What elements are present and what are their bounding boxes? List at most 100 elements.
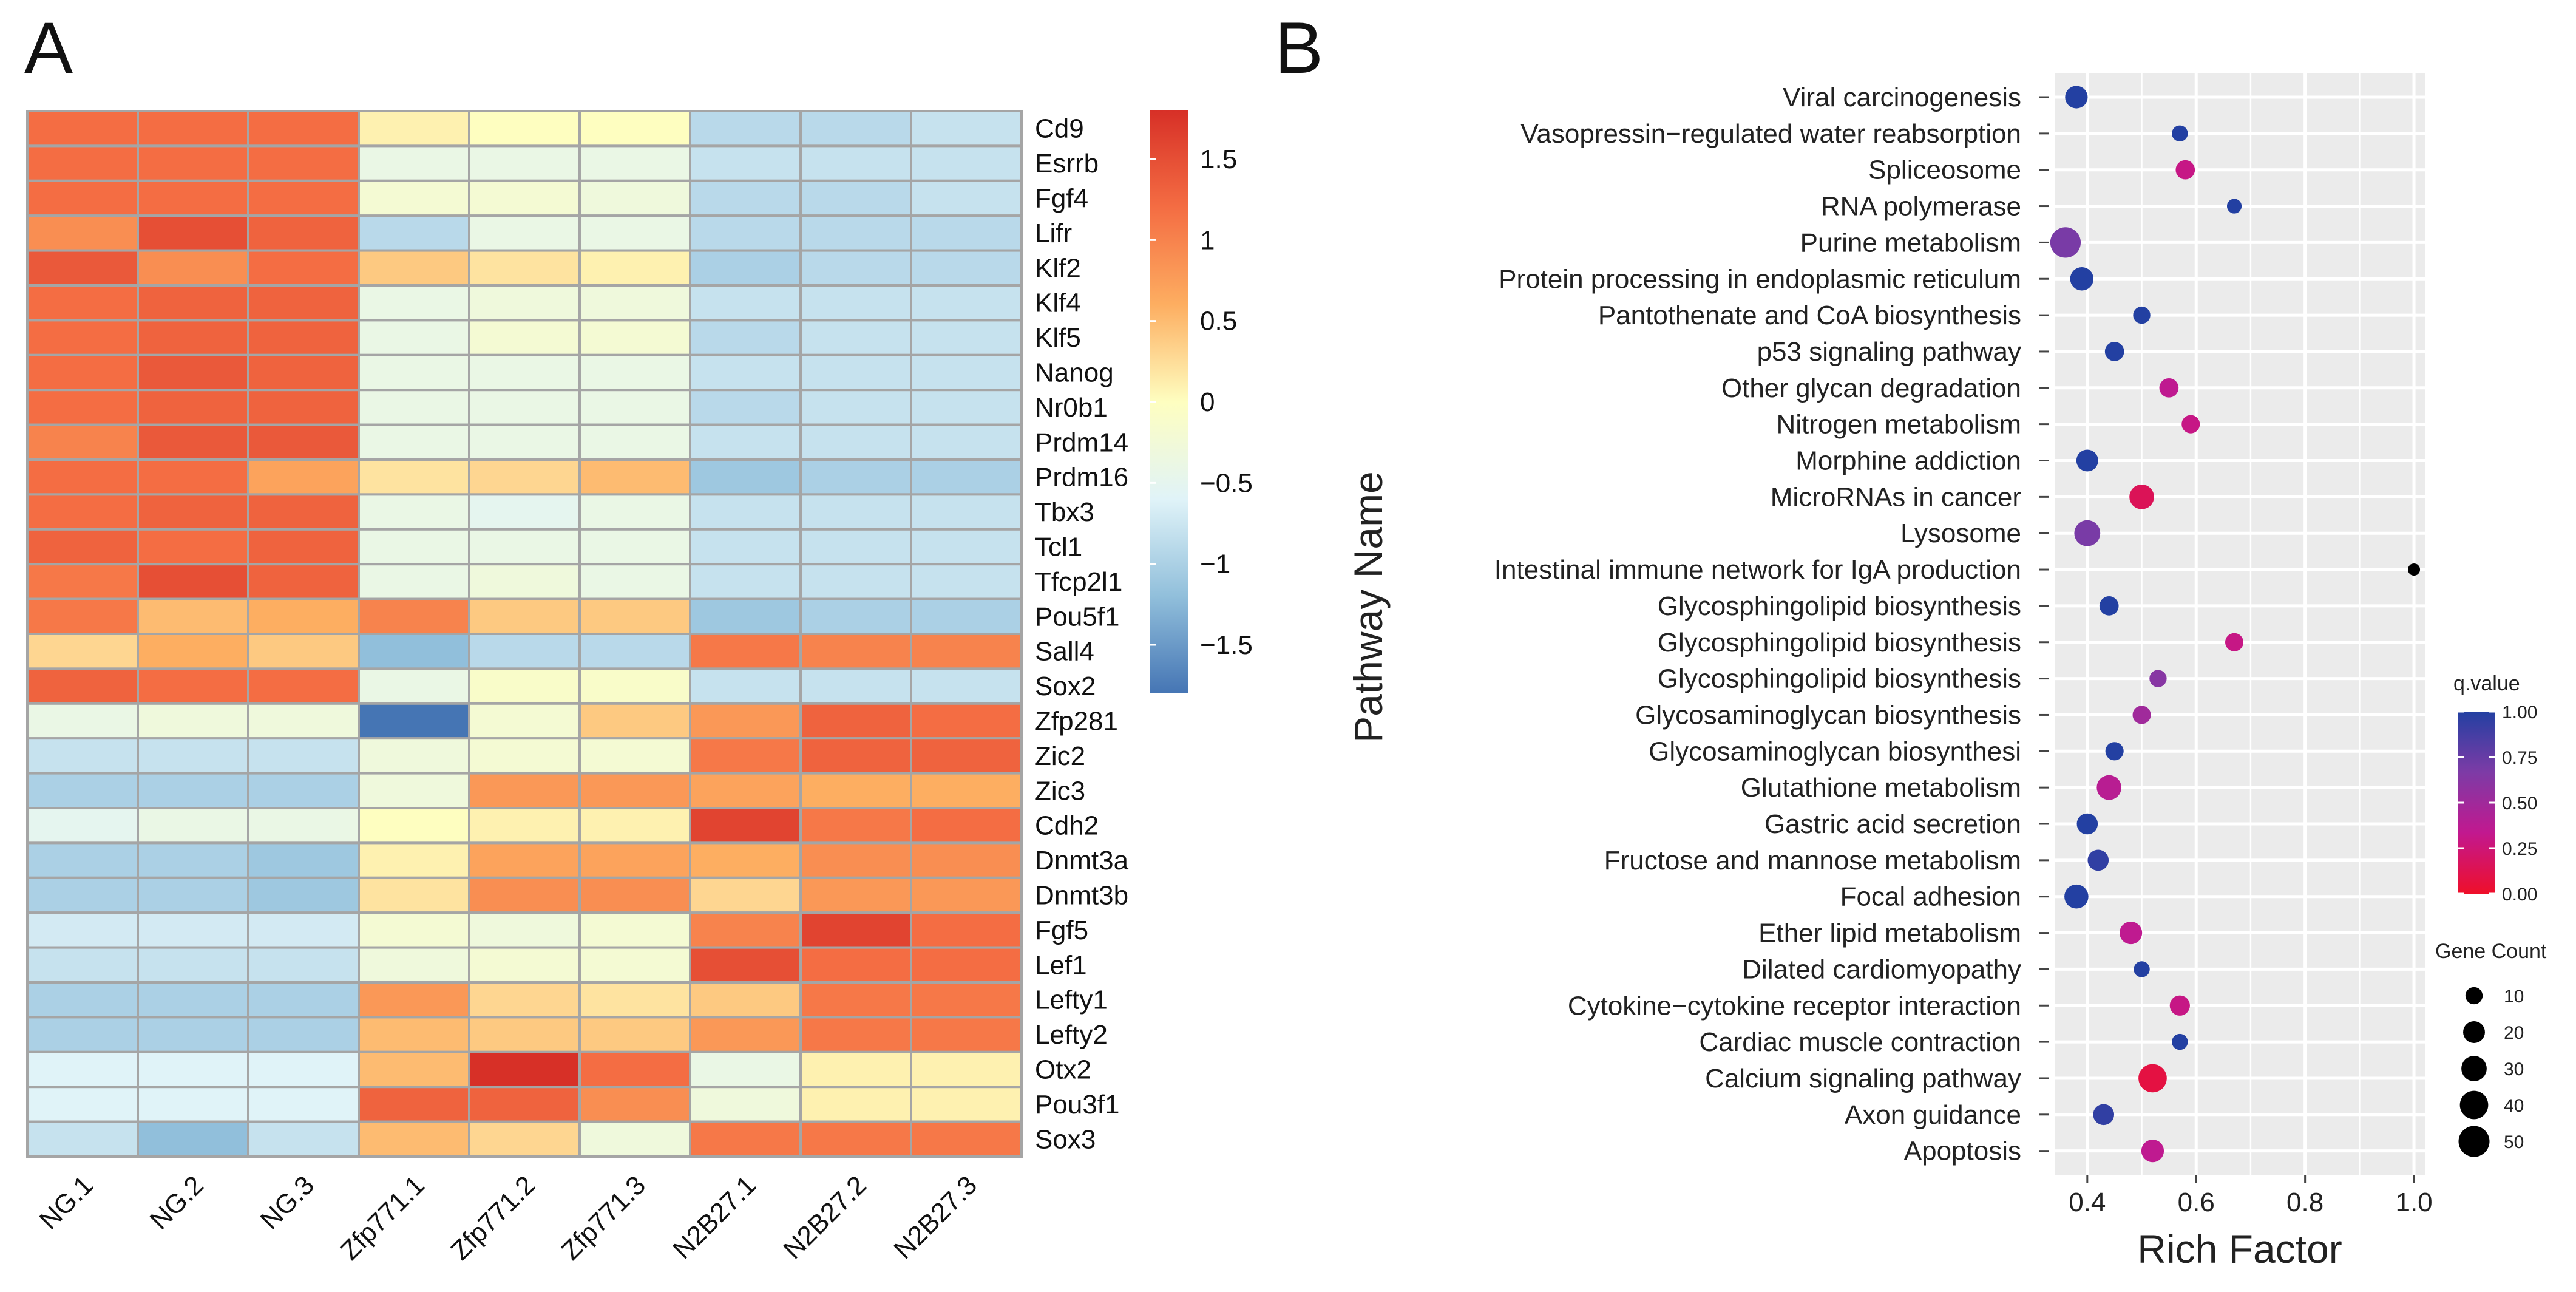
heatmap-cell <box>137 179 249 217</box>
heatmap-cell <box>578 841 691 879</box>
heatmap-cell <box>578 214 691 252</box>
heatmap-row-label: Dnmt3b <box>1035 881 1128 911</box>
heatmap-cell <box>910 319 1023 356</box>
heatmap-cell <box>468 353 581 392</box>
heatmap-cell <box>358 807 470 845</box>
pathway-label: Other glycan degradation <box>1721 373 2021 403</box>
heatmap-cell <box>247 1086 360 1123</box>
heatmap-cell <box>799 179 912 217</box>
heatmap-cell <box>910 389 1023 426</box>
gene-count-legend-label: 40 <box>2504 1096 2524 1116</box>
heatmap-colorbar: −1.5 −1 −0.5 0 0.5 1 1.5 <box>1150 110 1253 693</box>
heatmap-cell <box>26 911 139 949</box>
pathway-label: Vasopressin−regulated water reabsorption <box>1520 119 2021 149</box>
data-point <box>2226 199 2242 214</box>
heatmap-cell <box>358 563 470 600</box>
heatmap-cell <box>358 1050 470 1089</box>
x-tick-label: 0.6 <box>2178 1188 2215 1217</box>
data-point <box>2076 813 2098 835</box>
heatmap-cell <box>26 597 139 635</box>
heatmap-cell <box>578 1050 691 1089</box>
heatmap-row-label: Cd9 <box>1035 114 1084 144</box>
heatmap-cell <box>910 1050 1023 1089</box>
heatmap-cell <box>26 807 139 845</box>
gene-count-legend-dot <box>2465 987 2483 1005</box>
heatmap-cell <box>358 1086 470 1123</box>
heatmap-cell <box>910 423 1023 461</box>
pathway-label: Ether lipid metabolism <box>1758 919 2021 948</box>
heatmap-row-label: Zfp281 <box>1035 707 1118 736</box>
heatmap-cell <box>137 284 249 322</box>
heatmap-cell <box>137 1120 249 1158</box>
heatmap-cell <box>689 981 802 1019</box>
heatmap-cell <box>137 737 249 775</box>
heatmap-cell <box>578 1016 691 1053</box>
heatmap-cell <box>26 458 139 496</box>
heatmap-cell <box>468 667 581 705</box>
heatmap-cell <box>468 493 581 531</box>
heatmap-cells <box>26 110 1023 1158</box>
heatmap-cell <box>578 353 691 392</box>
heatmap-cell <box>137 667 249 705</box>
heatmap-cell <box>689 249 802 287</box>
heatmap-cell <box>910 702 1023 740</box>
pathway-label: Glutathione metabolism <box>1741 773 2021 803</box>
data-point <box>2132 706 2151 724</box>
data-point <box>2159 378 2179 398</box>
heatmap-cell <box>468 389 581 426</box>
heatmap-row-label: Zic2 <box>1035 741 1085 771</box>
pathway-label: p53 signaling pathway <box>1757 337 2021 367</box>
heatmap-cell <box>247 319 360 356</box>
heatmap-cell <box>799 423 912 461</box>
heatmap-cell <box>689 1016 802 1053</box>
heatmap-cell <box>247 458 360 496</box>
pathway-label: Focal adhesion <box>1840 882 2021 912</box>
heatmap-cell <box>137 1050 249 1089</box>
heatmap-cell <box>910 493 1023 531</box>
heatmap-cell <box>910 1016 1023 1053</box>
heatmap-cell <box>137 702 249 740</box>
heatmap-cell <box>578 702 691 740</box>
plot-background <box>2055 73 2425 1175</box>
colorbar-tick-label: −1 <box>1200 549 1230 579</box>
heatmap-cell <box>910 249 1023 287</box>
heatmap-cell <box>910 110 1023 148</box>
heatmap-cell <box>468 1086 581 1123</box>
pathway-label: Pantothenate and CoA biosynthesis <box>1598 301 2021 330</box>
heatmap-row-label: Fgf5 <box>1035 916 1088 945</box>
heatmap-cell <box>247 981 360 1019</box>
pathway-label: Morphine addiction <box>1795 446 2021 476</box>
data-point <box>2138 1064 2167 1093</box>
heatmap-cell <box>910 737 1023 775</box>
heatmap-cell <box>910 772 1023 809</box>
heatmap-cell <box>358 110 470 148</box>
heatmap-cell <box>578 667 691 705</box>
heatmap-cell <box>26 249 139 287</box>
pathway-label: MicroRNAs in cancer <box>1771 482 2021 512</box>
y-axis-title: Pathway Name <box>1346 471 1391 743</box>
heatmap-column-label: Zfp771.3 <box>556 1170 651 1265</box>
heatmap-cell <box>799 597 912 635</box>
heatmap-cell <box>137 319 249 356</box>
data-point <box>2141 1140 2164 1163</box>
heatmap-cell <box>799 214 912 252</box>
data-point <box>2087 849 2109 871</box>
heatmap-cell <box>578 981 691 1019</box>
heatmap-cell <box>358 249 470 287</box>
q-value-tick-label: 1.00 <box>2502 702 2537 722</box>
heatmap-cell <box>358 633 470 670</box>
heatmap-cell <box>26 319 139 356</box>
heatmap-cell <box>26 876 139 914</box>
heatmap-cell <box>468 737 581 775</box>
heatmap-row-label: Prdm16 <box>1035 463 1128 492</box>
gene-count-legend-label: 20 <box>2504 1023 2524 1043</box>
pathway-label: Purine metabolism <box>1800 228 2021 257</box>
heatmap-cell <box>137 563 249 600</box>
gene-count-legend-label: 10 <box>2504 987 2524 1007</box>
heatmap-column-label: NG.1 <box>34 1170 99 1235</box>
heatmap-cell <box>137 981 249 1019</box>
heatmap-cell <box>468 528 581 566</box>
heatmap-cell <box>137 1016 249 1053</box>
heatmap-cell <box>578 284 691 322</box>
heatmap-cell <box>247 1016 360 1053</box>
